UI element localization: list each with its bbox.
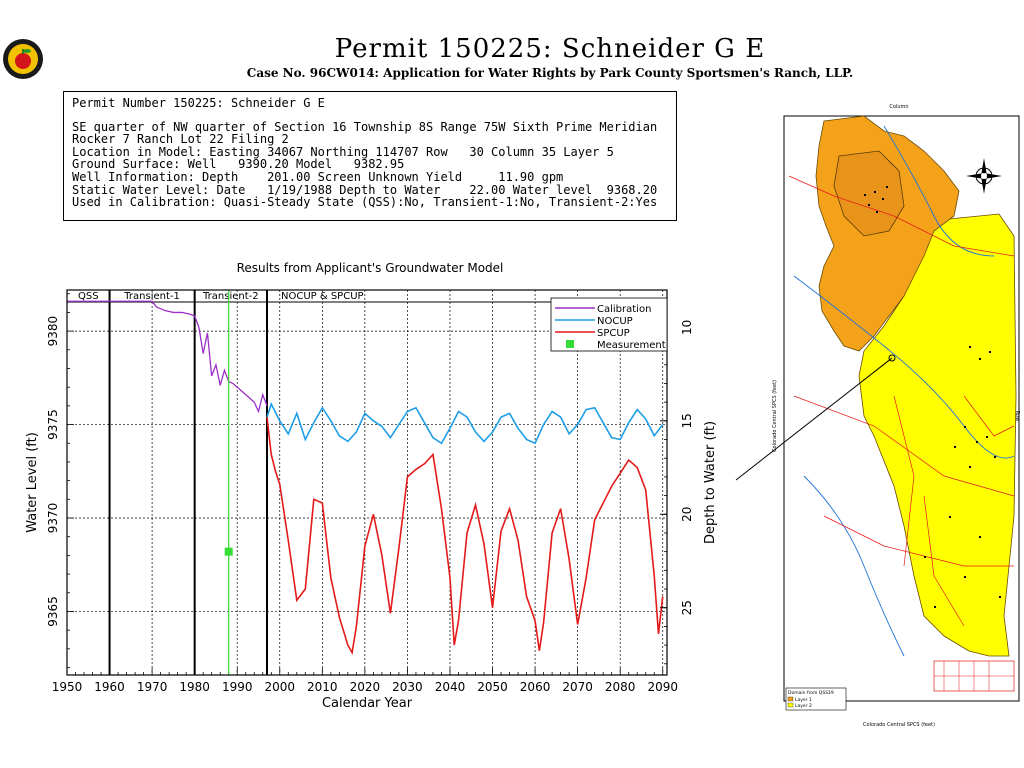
chart-title: Results from Applicant's Groundwater Mod… xyxy=(236,261,504,275)
x-tick-label: 2080 xyxy=(605,680,636,694)
x-tick-label: 2070 xyxy=(562,680,593,694)
legend-label: Calibration xyxy=(597,304,651,315)
series-line-nocup xyxy=(266,401,664,445)
info-line-static-water-level: Static Water Level: Date 1/19/1988 Depth… xyxy=(72,182,658,197)
y2-tick-label: 25 xyxy=(680,600,694,615)
agency-logo xyxy=(3,39,43,79)
x-tick-label: 1980 xyxy=(179,680,210,694)
plot-frame xyxy=(66,289,668,676)
page-subtitle: Case No. 96CW014: Application for Water … xyxy=(246,66,854,80)
y2-tick-label: 20 xyxy=(680,507,694,522)
map-legend-swatch-layer1 xyxy=(787,696,794,702)
map-parcels xyxy=(934,661,1014,691)
north-arrow-icon xyxy=(966,158,1002,194)
map-bottom-label: Colorado Central SPCS (feet) xyxy=(863,722,935,728)
info-line-subdivision: Rocker 7 Ranch Lot 22 Filing 2 xyxy=(72,132,289,147)
map-legend-layer2: Layer 2 xyxy=(795,703,812,709)
y2-tick-label: 10 xyxy=(680,320,694,335)
info-line-legal-description: SE quarter of NW quarter of Section 16 T… xyxy=(72,119,658,134)
x-tick-label: 2040 xyxy=(435,680,466,694)
period-label: NOCUP & SPCUP xyxy=(281,291,364,302)
map-leader-line xyxy=(735,357,893,481)
x-tick-label: 1950 xyxy=(52,680,83,694)
map-legend-swatch-layer2 xyxy=(787,702,794,708)
map-river xyxy=(883,125,995,257)
legend-label: NOCUP xyxy=(597,316,633,327)
y-tick-label: 9375 xyxy=(46,409,60,440)
series-line-calibration xyxy=(67,300,268,414)
period-label: QSS xyxy=(78,291,99,302)
map-legend-layer1: Layer 1 xyxy=(795,697,812,703)
info-line-ground-surface: Ground Surface: Well 9390.20 Model 9382.… xyxy=(72,157,405,172)
measurement-point xyxy=(224,547,233,556)
x-tick-label: 2000 xyxy=(264,680,295,694)
x-tick-label: 1990 xyxy=(222,680,253,694)
well-location-marker xyxy=(888,354,896,362)
map-layer1-inner xyxy=(833,150,905,237)
x-tick-label: 1970 xyxy=(137,680,168,694)
map-river xyxy=(793,275,1015,459)
map-left-label: Colorado Central SPCS (feet) xyxy=(772,380,778,452)
x-tick-label: 1960 xyxy=(94,680,125,694)
map-right-label: Row xyxy=(1014,411,1020,421)
x-tick-label: 2090 xyxy=(647,680,678,694)
map-legend-title: Domain from QSS19 xyxy=(788,690,834,696)
permit-info-box: Permit Number 150225: Schneider G E SE q… xyxy=(63,91,677,221)
map-layer2-region xyxy=(858,213,1017,657)
legend-label: Measurement xyxy=(597,340,666,351)
period-label: Transient-2 xyxy=(202,291,259,302)
x-tick-label: 2060 xyxy=(520,680,551,694)
map-roads xyxy=(788,175,1015,627)
y-tick-label: 9380 xyxy=(46,316,60,347)
info-line-calibration: Used in Calibration: Quasi-Steady State … xyxy=(72,195,658,210)
y-tick-label: 9370 xyxy=(46,503,60,534)
y-axis-label: Water Level (ft) xyxy=(25,432,40,533)
map-top-label: Column xyxy=(889,104,908,110)
x-tick-label: 2020 xyxy=(350,680,381,694)
x-tick-label: 2010 xyxy=(307,680,338,694)
info-line-model-location: Location in Model: Easting 34067 Northin… xyxy=(72,144,614,159)
legend-marker-measurement xyxy=(566,340,574,348)
water-level-chart: QSS Transient-1 Transient-2 NOCUP & SPCUP 19… xyxy=(25,289,718,711)
x-tick-label: 2030 xyxy=(392,680,423,694)
info-spacer xyxy=(72,110,668,121)
period-label: Transient-1 xyxy=(123,291,180,302)
info-line-permit: Permit Number 150225: Schneider G E xyxy=(72,96,325,110)
map-river xyxy=(803,475,905,657)
map-wells xyxy=(864,186,1001,608)
x-axis-label: Calendar Year xyxy=(322,696,413,711)
y-tick-label: 9365 xyxy=(46,596,60,627)
legend-box xyxy=(550,297,668,352)
series-line-spcup xyxy=(266,416,664,655)
model-domain-map: Column Colorado Central SPCS (feet) Colo… xyxy=(772,104,1020,728)
x-tick-label: 2050 xyxy=(477,680,508,694)
page-title: Permit 150225: Schneider G E xyxy=(334,34,766,64)
info-line-well-information: Well Information: Depth 201.00 Screen Un… xyxy=(72,169,564,184)
y2-tick-label: 15 xyxy=(680,413,694,428)
y2-axis-label: Depth to Water (ft) xyxy=(703,421,718,544)
legend-label: SPCUP xyxy=(597,328,630,339)
map-legend: Domain from QSS19 Layer 1 Layer 2 xyxy=(785,687,847,711)
